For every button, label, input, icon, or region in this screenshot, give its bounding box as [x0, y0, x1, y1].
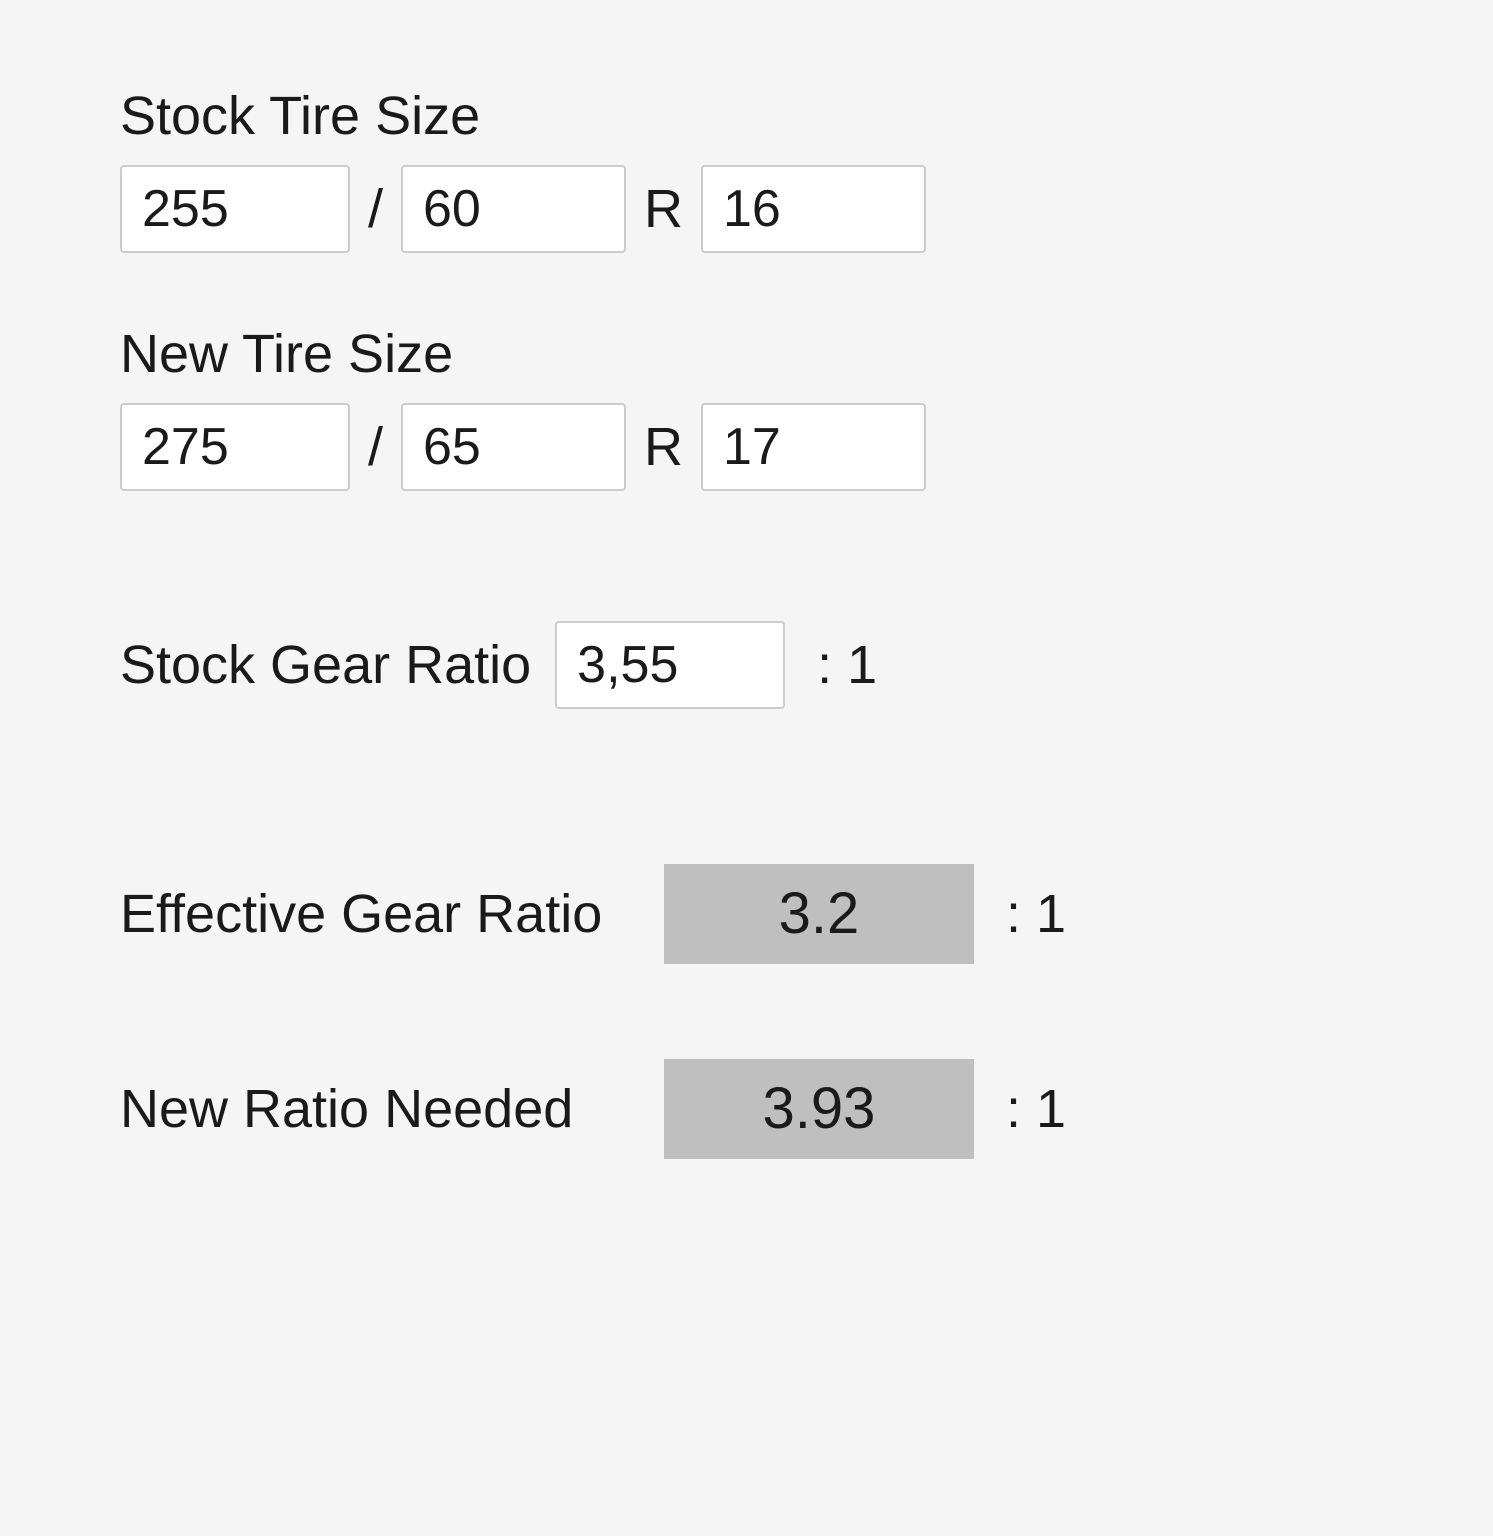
- r-separator: R: [638, 416, 689, 478]
- effective-ratio-output: 3.2: [664, 864, 974, 964]
- new-ratio-row: New Ratio Needed 3.93 : 1: [120, 1059, 1493, 1159]
- slash-separator: /: [362, 416, 389, 478]
- stock-ratio-label: Stock Gear Ratio: [120, 634, 531, 696]
- new-tire-width-input[interactable]: [120, 403, 350, 491]
- stock-ratio-row: Stock Gear Ratio : 1: [120, 621, 1493, 709]
- new-tire-inputs: / R: [120, 403, 1493, 491]
- stock-tire-section: Stock Tire Size / R: [120, 85, 1493, 253]
- slash-separator: /: [362, 178, 389, 240]
- r-separator: R: [638, 178, 689, 240]
- new-ratio-output: 3.93: [664, 1059, 974, 1159]
- stock-ratio-input[interactable]: [555, 621, 785, 709]
- stock-tire-inputs: / R: [120, 165, 1493, 253]
- stock-tire-rim-input[interactable]: [701, 165, 926, 253]
- ratio-suffix: : 1: [998, 883, 1066, 945]
- effective-ratio-row: Effective Gear Ratio 3.2 : 1: [120, 864, 1493, 964]
- stock-tire-width-input[interactable]: [120, 165, 350, 253]
- ratio-suffix: : 1: [998, 1078, 1066, 1140]
- new-tire-rim-input[interactable]: [701, 403, 926, 491]
- new-tire-aspect-input[interactable]: [401, 403, 626, 491]
- stock-tire-label: Stock Tire Size: [120, 85, 1493, 147]
- new-tire-label: New Tire Size: [120, 323, 1493, 385]
- ratio-suffix: : 1: [809, 634, 877, 696]
- stock-tire-aspect-input[interactable]: [401, 165, 626, 253]
- new-tire-section: New Tire Size / R: [120, 323, 1493, 491]
- effective-ratio-label: Effective Gear Ratio: [120, 883, 640, 945]
- new-ratio-label: New Ratio Needed: [120, 1078, 640, 1140]
